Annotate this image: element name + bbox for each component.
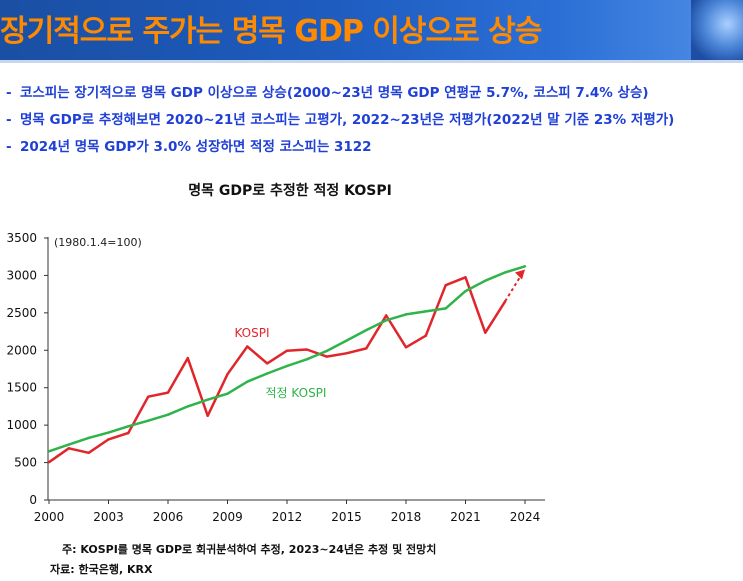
x-tick-label: 2012 xyxy=(272,510,303,524)
data-point xyxy=(484,279,487,282)
data-point xyxy=(444,283,447,287)
globe-icon xyxy=(691,0,743,60)
data-point xyxy=(265,372,269,375)
data-point xyxy=(186,405,190,408)
bullet-item: - 코스피는 장기적으로 명목 GDP 이상으로 상승(2000~23년 명목 G… xyxy=(6,84,674,111)
dash-icon: - xyxy=(6,112,12,128)
x-tick-label: 2009 xyxy=(212,510,243,524)
data-point xyxy=(325,349,328,353)
x-tick-label: 2003 xyxy=(93,510,124,524)
y-tick-label: 500 xyxy=(14,456,37,470)
series-lines xyxy=(48,265,526,464)
series-label-fair-kospi: 적정 KOSPI xyxy=(266,386,327,400)
data-point xyxy=(265,362,269,365)
projection-arrow xyxy=(504,274,522,302)
data-points xyxy=(47,265,527,464)
data-point xyxy=(87,451,90,455)
data-point xyxy=(365,347,368,350)
bullet-item: - 명목 GDP로 추정해보면 2020~21년 코스피는 고평가, 2022~2… xyxy=(6,111,674,138)
slide-title: 장기적으로 주가는 명목 GDP 이상으로 상승 xyxy=(0,14,542,49)
kospi-chart: 명목 GDP로 추정한 적정 KOSPI (1980.1.4=100) 0 500… xyxy=(6,182,545,524)
data-point xyxy=(345,352,348,355)
data-point xyxy=(325,355,328,358)
data-point xyxy=(146,395,150,398)
y-tick-label: 2000 xyxy=(6,343,37,357)
data-point xyxy=(127,431,130,435)
y-tick-label: 3000 xyxy=(6,268,37,282)
data-point xyxy=(424,310,428,313)
data-point xyxy=(107,438,110,441)
source-note: 자료: 한국은행, KRX xyxy=(50,563,153,576)
bullet-text: 코스피는 장기적으로 명목 GDP 이상으로 상승(2000~23년 명목 GD… xyxy=(20,85,649,101)
arrow-head-icon xyxy=(515,269,525,280)
data-point xyxy=(285,349,289,352)
data-point xyxy=(404,313,408,316)
data-point xyxy=(464,276,467,279)
y-tick-label: 3500 xyxy=(6,231,37,245)
data-point xyxy=(404,346,408,349)
header-divider xyxy=(0,60,743,63)
bullet-item: -2024년 명목 GDP가 3.0% 성장하면 적정 코스피는 3122 xyxy=(6,138,674,165)
data-point xyxy=(464,289,467,293)
data-point xyxy=(206,398,209,401)
data-point xyxy=(166,413,170,416)
data-point xyxy=(305,358,309,361)
bullet-list: - 코스피는 장기적으로 명목 GDP 이상으로 상승(2000~23년 명목 G… xyxy=(6,84,674,165)
data-point xyxy=(246,345,249,348)
data-point xyxy=(484,331,487,334)
series-labels: KOSPI 적정 KOSPI xyxy=(234,326,326,400)
x-tick-label: 2018 xyxy=(391,510,422,524)
data-point xyxy=(146,419,150,422)
dash-icon: - xyxy=(6,139,12,155)
data-point xyxy=(166,391,170,394)
series-line-kospi xyxy=(48,276,507,464)
dash-icon: - xyxy=(6,85,12,101)
data-point xyxy=(87,436,90,440)
y-tick-label: 1500 xyxy=(6,381,37,395)
data-point xyxy=(107,431,110,434)
data-point xyxy=(345,339,348,342)
footnote: 주: KOSPI를 명목 GDP로 회귀분석하여 추정, 2023~24년은 추… xyxy=(62,543,437,556)
data-point xyxy=(384,314,388,317)
data-point xyxy=(365,328,368,332)
data-point xyxy=(67,447,71,450)
data-point xyxy=(186,356,190,360)
data-point xyxy=(246,380,249,383)
y-tick-label: 2500 xyxy=(6,306,37,320)
axis-ticks: 0 500 1000 1500 2000 2500 3000 3500 2000 2003 2006… xyxy=(6,231,540,524)
data-point xyxy=(523,265,527,268)
data-point xyxy=(285,364,289,368)
series-line-fair-kospi xyxy=(48,265,526,453)
x-tick-label: 2006 xyxy=(153,510,184,524)
x-tick-label: 2021 xyxy=(450,510,481,524)
bullet-text: 명목 GDP로 추정해보면 2020~21년 코스피는 고평가, 2022~23… xyxy=(20,112,675,128)
x-tick-label: 2024 xyxy=(510,510,541,524)
data-point xyxy=(47,460,51,464)
data-point xyxy=(226,392,229,395)
bullet-text: 2024년 명목 GDP가 3.0% 성장하면 적정 코스피는 3122 xyxy=(20,139,372,155)
y-tick-label: 0 xyxy=(29,493,37,507)
data-point xyxy=(67,443,71,446)
data-point xyxy=(206,414,209,417)
y-tick-label: 1000 xyxy=(6,418,37,432)
chart-title: 명목 GDP로 추정한 적정 KOSPI xyxy=(188,182,392,199)
data-point xyxy=(503,300,507,303)
data-point xyxy=(305,348,309,351)
x-tick-label: 2015 xyxy=(331,510,362,524)
data-point xyxy=(127,425,130,428)
data-point xyxy=(444,307,447,310)
unit-note: (1980.1.4=100) xyxy=(54,236,142,249)
x-tick-label: 2000 xyxy=(34,510,65,524)
slide-header: 장기적으로 주가는 명목 GDP 이상으로 상승 xyxy=(0,0,743,60)
data-point xyxy=(226,373,229,376)
series-label-kospi: KOSPI xyxy=(234,326,269,340)
data-point xyxy=(47,450,51,453)
data-point xyxy=(503,271,507,274)
data-point xyxy=(384,319,388,322)
data-point xyxy=(424,334,428,337)
